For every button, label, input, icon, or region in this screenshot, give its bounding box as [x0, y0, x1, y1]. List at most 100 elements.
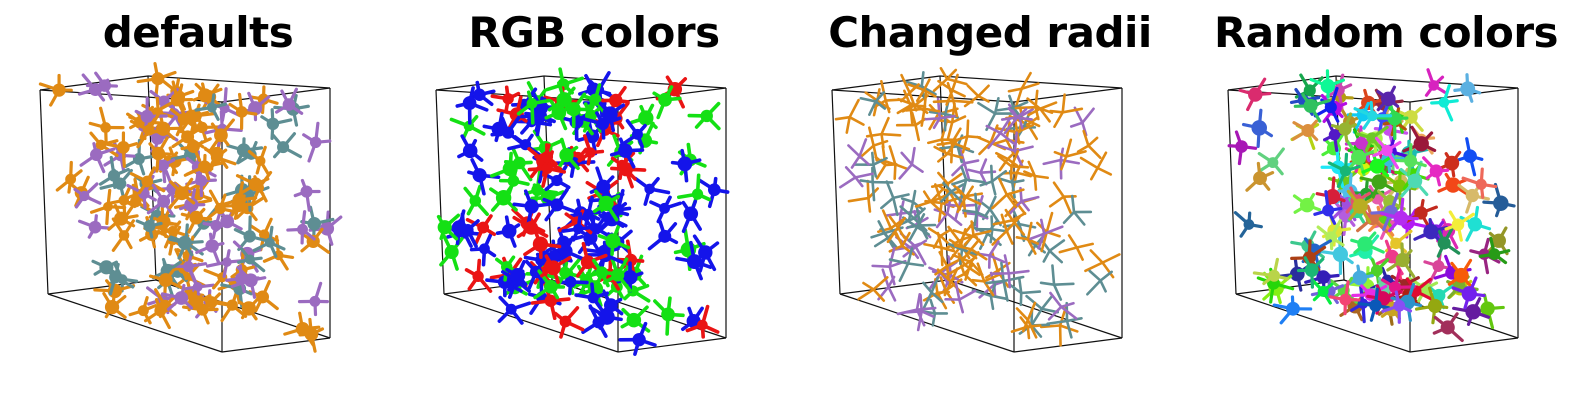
atom — [932, 67, 968, 93]
atom — [1084, 249, 1121, 279]
atom-sphere — [206, 102, 217, 113]
atom — [1293, 93, 1331, 123]
bond — [1013, 131, 1018, 153]
atom — [271, 132, 303, 159]
atom — [530, 281, 571, 321]
atom — [581, 83, 606, 114]
atom — [464, 258, 493, 293]
bond — [937, 171, 950, 186]
atom-sphere — [501, 126, 515, 139]
atom — [1461, 167, 1498, 199]
atom-sphere — [1381, 144, 1393, 157]
bond — [939, 234, 955, 250]
atom-sphere — [1403, 110, 1418, 124]
bond — [1003, 116, 1019, 135]
bond — [961, 135, 969, 154]
panel-title: RGB colors — [468, 8, 720, 57]
bond — [962, 272, 978, 287]
bond — [847, 196, 870, 203]
atom-sphere — [1460, 81, 1476, 97]
bond — [880, 132, 885, 149]
atom-sphere — [90, 148, 103, 161]
atom — [839, 166, 874, 189]
bond — [963, 162, 971, 183]
atom-sphere — [1491, 233, 1506, 248]
atom — [463, 184, 489, 217]
bond — [1084, 261, 1104, 273]
bond — [894, 231, 904, 248]
bond — [962, 209, 979, 214]
atom — [652, 85, 682, 120]
atom — [927, 227, 955, 250]
bond — [1020, 195, 1040, 203]
atom — [208, 118, 235, 153]
atom — [202, 212, 233, 240]
atom-sphere — [156, 121, 171, 136]
bond — [1003, 254, 1011, 275]
bond — [971, 278, 986, 283]
atom — [991, 254, 1030, 289]
bond — [969, 238, 981, 251]
atom-sphere — [1303, 84, 1316, 97]
atom — [1413, 218, 1449, 242]
atom-sphere — [622, 270, 638, 285]
atom — [111, 217, 135, 252]
bond — [1002, 275, 1025, 283]
atom-sphere — [1317, 285, 1329, 297]
atom — [516, 90, 552, 125]
simulation-box-edge — [1335, 75, 1519, 89]
atom-sphere — [1413, 136, 1429, 152]
atom — [932, 81, 974, 118]
bond — [1015, 123, 1034, 134]
bond — [963, 257, 976, 267]
atom — [146, 183, 179, 216]
bond — [939, 276, 948, 292]
molecular-structure-render — [435, 67, 730, 356]
atom-sphere — [626, 312, 642, 328]
bond — [949, 135, 969, 144]
atom-sphere — [437, 220, 452, 235]
bond — [991, 193, 1009, 210]
atom — [1015, 221, 1042, 255]
bond — [946, 152, 964, 159]
bond — [870, 151, 875, 166]
atom-sphere — [497, 275, 512, 289]
atom-sphere — [559, 147, 574, 163]
bond — [898, 262, 910, 283]
atom-sphere — [479, 243, 490, 255]
bond — [979, 158, 988, 175]
atom — [129, 111, 164, 149]
atom-sphere — [632, 332, 646, 347]
simulation-box-edge — [939, 75, 1123, 89]
bond — [1059, 305, 1078, 320]
bond — [1027, 107, 1042, 117]
atom — [1437, 172, 1471, 197]
bond — [1014, 105, 1037, 110]
bond — [908, 91, 918, 112]
bond — [1052, 283, 1063, 301]
atom — [1361, 153, 1393, 178]
atom — [1069, 106, 1095, 137]
atom — [1053, 138, 1087, 171]
atom — [670, 148, 702, 183]
atom — [534, 143, 558, 177]
bond — [1019, 290, 1042, 295]
atom-sphere — [243, 230, 256, 243]
bond — [1022, 318, 1030, 333]
bond — [934, 264, 949, 276]
bond — [888, 258, 910, 265]
bond — [933, 145, 949, 156]
atom-sphere — [52, 83, 66, 97]
atom — [1313, 190, 1343, 225]
bond — [844, 166, 857, 179]
bond — [915, 213, 926, 229]
bond — [991, 229, 1008, 246]
atom — [697, 176, 730, 209]
bond — [955, 186, 968, 199]
atom — [490, 85, 521, 114]
atom-sphere — [1461, 286, 1477, 302]
bond — [920, 107, 926, 127]
atom-sphere — [174, 291, 189, 305]
atom-sphere — [658, 92, 672, 107]
bond — [923, 242, 943, 249]
